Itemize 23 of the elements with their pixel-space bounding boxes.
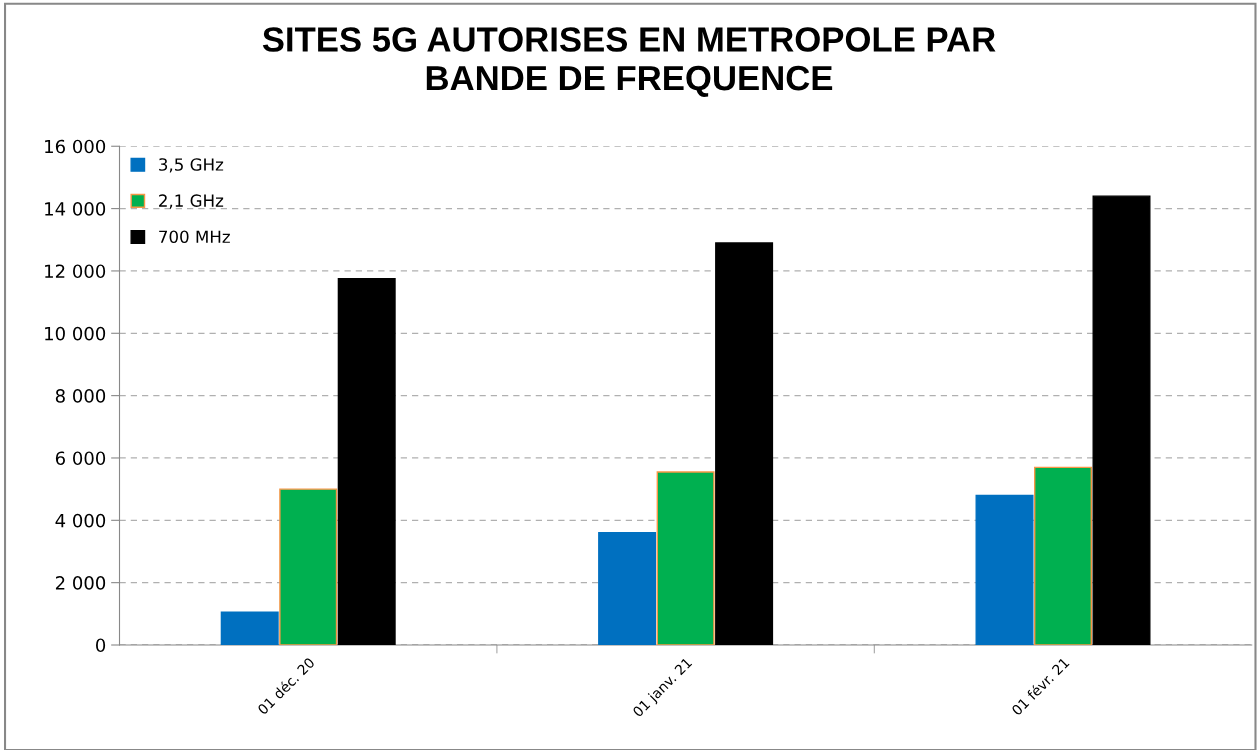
y-tick-label: 0: [96, 638, 106, 653]
y-tick-label: 8 000: [55, 389, 106, 403]
y-tick-label: 4 000: [55, 513, 106, 528]
bar: [220, 611, 279, 645]
bar: [598, 532, 657, 645]
y-tick-label: 6 000: [55, 451, 106, 466]
x-tick-label: 01 déc. 20: [256, 656, 316, 716]
legend-label: 2,1 GHz: [159, 194, 224, 209]
bar: [337, 278, 396, 645]
y-tick-label: 12 000: [45, 264, 106, 279]
bar: [1034, 466, 1093, 645]
y-tick-label: 2 000: [55, 576, 106, 590]
y-tick-label: 16 000: [45, 139, 106, 154]
y-tick-label: 14 000: [45, 202, 106, 216]
bar: [975, 494, 1034, 645]
bar: [715, 242, 774, 645]
y-tick-label: 10 000: [45, 326, 106, 341]
bar: [656, 471, 715, 645]
bar: [279, 488, 338, 645]
legend-label: 3,5 GHz: [159, 158, 224, 173]
legend-label: 700 MHz: [159, 230, 230, 244]
bar: [1092, 195, 1151, 645]
chart-title: SITES 5G AUTORISES EN METROPOLE PAR BANDE DE FREQUENCE: [262, 27, 996, 97]
